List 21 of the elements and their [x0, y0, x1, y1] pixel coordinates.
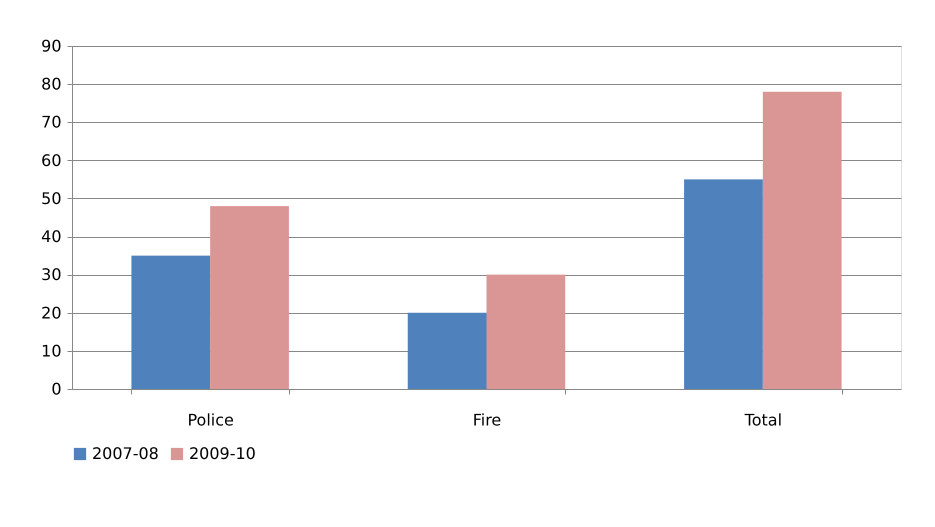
x-tick-label: Fire: [472, 410, 502, 430]
bar: [486, 274, 566, 389]
y-tick-label: 80: [41, 74, 62, 94]
legend-label: 2009-10: [189, 444, 256, 463]
y-tick-label: 40: [41, 227, 62, 246]
y-tick-label: 0: [51, 380, 62, 398]
bar: [762, 92, 842, 389]
y-tick-label: 70: [41, 112, 62, 132]
y-tick-label: 60: [41, 150, 62, 170]
y-tick-label: 50: [41, 188, 62, 208]
legend-label: 2007-08: [92, 444, 159, 463]
bar: [684, 179, 763, 389]
y-tick-label: 90: [41, 36, 62, 56]
bar: [210, 206, 289, 389]
y-tick-label: 10: [41, 341, 62, 360]
y-tick-label: 20: [41, 303, 62, 322]
y-tick-label: 30: [41, 265, 62, 284]
x-tick-label: Total: [744, 410, 782, 430]
bar: [408, 312, 486, 389]
bar: [131, 256, 210, 389]
x-tick-label: Police: [187, 410, 234, 430]
